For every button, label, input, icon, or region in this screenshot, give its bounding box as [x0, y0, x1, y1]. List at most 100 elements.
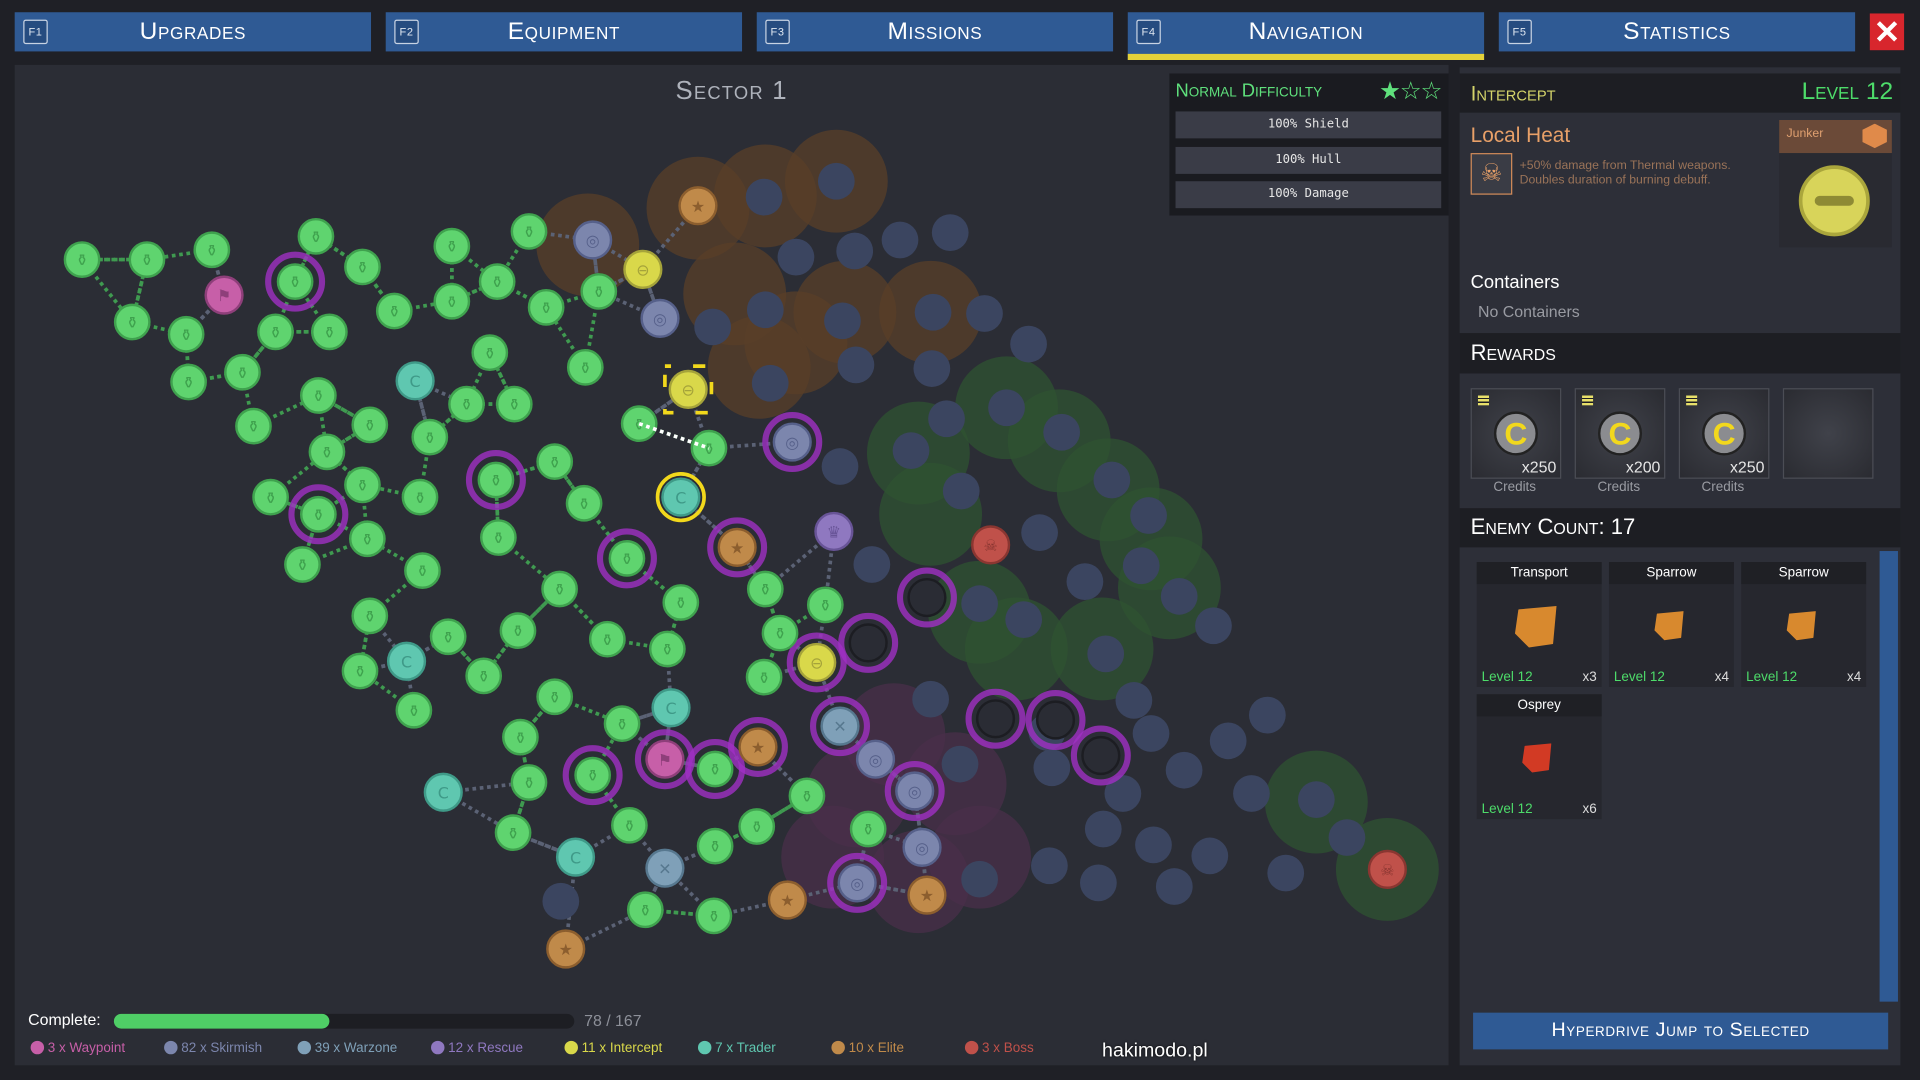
unexplored-node[interactable]	[1135, 826, 1172, 864]
unexplored-node[interactable]	[1160, 577, 1198, 615]
unexplored-node[interactable]	[966, 295, 1003, 332]
unexplored-node[interactable]	[1080, 864, 1117, 902]
boss-node[interactable]	[1367, 849, 1407, 889]
unexplored-node[interactable]	[1021, 514, 1058, 552]
intercept-node[interactable]	[623, 249, 663, 289]
unexplored-node[interactable]	[1132, 715, 1170, 752]
completed-mission-node[interactable]	[695, 897, 733, 935]
unexplored-node[interactable]	[1115, 682, 1153, 719]
enemy-card[interactable]: Osprey Level 12 x6	[1476, 694, 1602, 820]
unexplored-node[interactable]	[913, 350, 951, 387]
completed-mission-node[interactable]	[494, 814, 532, 852]
completed-mission-node[interactable]	[745, 658, 783, 696]
unexplored-node[interactable]	[1087, 635, 1125, 673]
completed-mission-node[interactable]	[344, 466, 381, 504]
unexplored-node[interactable]	[961, 585, 998, 623]
unexplored-node[interactable]	[1297, 781, 1335, 818]
completed-mission-node[interactable]	[235, 407, 272, 445]
intercept-node[interactable]	[797, 642, 837, 683]
boss-node[interactable]	[971, 525, 1011, 565]
elite-node[interactable]	[717, 527, 757, 567]
tab-statistics[interactable]: F5 Statistics	[1498, 12, 1856, 52]
unexplored-node[interactable]	[1084, 810, 1122, 848]
unexplored-node[interactable]	[542, 882, 580, 920]
unexplored-node[interactable]	[961, 860, 998, 898]
unexplored-node[interactable]	[912, 680, 949, 718]
unexplored-node[interactable]	[928, 400, 965, 438]
completed-mission-node[interactable]	[395, 691, 433, 729]
completed-mission-node[interactable]	[311, 313, 348, 351]
vortex-node[interactable]	[1035, 700, 1076, 740]
trader-node[interactable]	[423, 772, 463, 812]
unexplored-node[interactable]	[745, 178, 783, 216]
completed-mission-node[interactable]	[284, 546, 321, 583]
completed-mission-node[interactable]	[696, 827, 734, 865]
elite-node[interactable]	[738, 727, 778, 767]
completed-mission-node[interactable]	[411, 418, 449, 456]
unexplored-node[interactable]	[1043, 413, 1081, 451]
vortex-node[interactable]	[907, 577, 947, 618]
unexplored-node[interactable]	[1130, 497, 1167, 534]
completed-mission-node[interactable]	[565, 484, 603, 522]
close-button[interactable]: ✕	[1869, 13, 1905, 51]
skirmish-node[interactable]	[902, 827, 942, 867]
completed-mission-node[interactable]	[465, 657, 503, 695]
unexplored-node[interactable]	[821, 448, 859, 485]
unexplored-node[interactable]	[1093, 461, 1131, 499]
completed-mission-node[interactable]	[588, 620, 626, 658]
completed-mission-node[interactable]	[849, 810, 887, 848]
completed-mission-node[interactable]	[477, 461, 515, 499]
completed-mission-node[interactable]	[401, 478, 439, 516]
skirmish-node[interactable]	[895, 771, 935, 811]
unexplored-node[interactable]	[824, 302, 861, 340]
elite-node[interactable]	[907, 875, 947, 915]
difficulty-stars[interactable]: ★☆☆	[1379, 76, 1442, 107]
completed-mission-node[interactable]	[128, 241, 166, 278]
trader-node[interactable]	[651, 688, 691, 728]
completed-mission-node[interactable]	[300, 377, 337, 414]
unexplored-node[interactable]	[1066, 563, 1104, 601]
completed-mission-node[interactable]	[351, 406, 389, 444]
unexplored-node[interactable]	[988, 389, 1025, 427]
completed-mission-node[interactable]	[63, 241, 101, 278]
completed-mission-node[interactable]	[471, 334, 509, 372]
completed-mission-node[interactable]	[611, 806, 648, 844]
completed-mission-node[interactable]	[603, 705, 641, 743]
tab-missions[interactable]: F3 Missions	[756, 12, 1114, 52]
unexplored-node[interactable]	[1248, 696, 1286, 734]
skirmish-node[interactable]	[573, 220, 613, 260]
unexplored-node[interactable]	[1209, 722, 1247, 760]
completed-mission-node[interactable]	[541, 570, 578, 608]
completed-mission-node[interactable]	[348, 520, 386, 558]
skirmish-node[interactable]	[640, 298, 680, 338]
enemy-card[interactable]: Sparrow Level 12 x4	[1608, 562, 1734, 687]
unexplored-node[interactable]	[746, 291, 784, 329]
completed-mission-node[interactable]	[746, 570, 784, 608]
completed-mission-node[interactable]	[448, 385, 485, 423]
tab-upgrades[interactable]: F1 Upgrades	[14, 12, 372, 52]
star-filled-icon[interactable]: ★	[1379, 78, 1401, 106]
completed-mission-node[interactable]	[626, 891, 664, 929]
completed-mission-node[interactable]	[527, 288, 565, 326]
vortex-node[interactable]	[975, 699, 1016, 739]
unexplored-node[interactable]	[1328, 819, 1366, 856]
completed-mission-node[interactable]	[480, 519, 517, 556]
unexplored-node[interactable]	[777, 238, 815, 276]
star-empty-icon[interactable]: ☆	[1420, 78, 1442, 106]
trader-node[interactable]	[555, 837, 596, 877]
intercept-node[interactable]	[668, 369, 708, 409]
completed-mission-node[interactable]	[510, 213, 548, 250]
completed-mission-node[interactable]	[300, 495, 337, 533]
unexplored-node[interactable]	[1233, 775, 1270, 812]
completed-mission-node[interactable]	[502, 718, 539, 756]
unexplored-node[interactable]	[1104, 775, 1142, 812]
elite-node[interactable]	[767, 880, 807, 920]
completed-mission-node[interactable]	[696, 750, 734, 788]
completed-mission-node[interactable]	[257, 313, 294, 351]
unexplored-node[interactable]	[1165, 751, 1203, 789]
star-empty-icon[interactable]: ☆	[1399, 78, 1422, 106]
completed-mission-node[interactable]	[404, 552, 441, 589]
vortex-node[interactable]	[1081, 735, 1121, 776]
